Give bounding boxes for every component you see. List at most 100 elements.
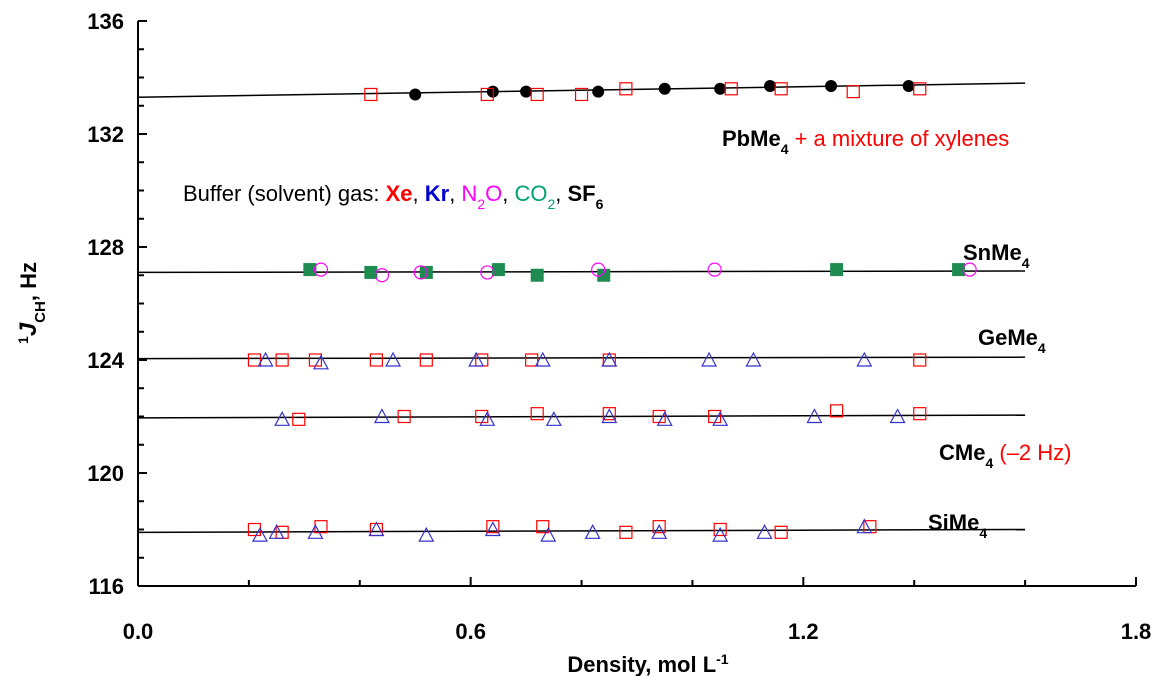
marker-xe-pbme4	[619, 82, 633, 96]
marker-xe-pbme4	[574, 87, 589, 102]
marker-xe-sime4	[536, 520, 550, 534]
marker-kr-cme4	[274, 411, 291, 426]
marker-xe-geme4	[419, 353, 433, 367]
fit-lines	[137, 82, 1026, 534]
marker-xe-sime4	[713, 522, 727, 537]
marker-xe-pbme4	[724, 82, 738, 96]
marker-sf6	[902, 79, 915, 92]
marker-xe-cme4	[292, 412, 306, 426]
marker-xe-pbme4	[774, 82, 788, 96]
marker-co2	[597, 268, 611, 282]
marker-xe-geme4	[247, 353, 262, 367]
marker-kr-sime4	[651, 524, 668, 539]
marker-kr-geme4	[745, 351, 762, 367]
marker-co2	[303, 263, 317, 277]
marker-sf6	[825, 79, 838, 92]
marker-xe-sime4	[774, 525, 788, 539]
marker-kr-geme4	[856, 351, 873, 367]
marker-kr-sime4	[712, 526, 729, 542]
marker-sf6	[658, 82, 671, 95]
x-tick-label: 0.6	[455, 619, 486, 644]
marker-sf6	[520, 85, 533, 98]
marker-xe-pbme4	[480, 87, 494, 102]
marker-xe-sime4	[652, 520, 666, 534]
data-markers	[247, 79, 977, 542]
marker-xe-sime4	[486, 520, 500, 534]
marker-kr-sime4	[418, 526, 435, 542]
marker-sf6	[764, 79, 777, 92]
marker-co2	[364, 265, 378, 279]
fit-line-1	[137, 270, 1026, 274]
y-tick-label: 120	[87, 461, 124, 486]
marker-kr-sime4	[484, 521, 501, 537]
y-tick-label: 136	[87, 9, 124, 34]
x-tick-label: 0.0	[123, 619, 154, 644]
marker-n2o	[374, 268, 390, 283]
fit-line-3	[137, 414, 1026, 419]
fit-line-2	[137, 356, 1026, 360]
marker-kr-geme4	[312, 354, 329, 370]
marker-n2o	[962, 262, 977, 277]
marker-co2	[952, 263, 966, 277]
marker-xe-geme4	[275, 353, 289, 367]
label-geme4: GeMe4	[978, 325, 1046, 356]
marker-xe-cme4	[397, 409, 411, 424]
label-sime4: SiMe4	[928, 510, 987, 541]
buffer-gas-legend: Buffer (solvent) gas: Xe, Kr, N2O, CO2, …	[183, 181, 604, 212]
marker-kr-cme4	[545, 411, 562, 426]
marker-xe-cme4	[829, 404, 844, 418]
marker-xe-pbme4	[364, 87, 378, 102]
marker-kr-geme4	[701, 351, 718, 367]
marker-xe-geme4	[525, 353, 539, 367]
x-tick-label: 1.8	[1121, 619, 1152, 644]
marker-kr-cme4	[889, 408, 906, 424]
label-cme4: CMe4 (–2 Hz)	[939, 440, 1072, 471]
marker-co2	[491, 263, 505, 277]
marker-kr-cme4	[712, 411, 729, 426]
marker-sf6	[714, 82, 727, 95]
marker-kr-geme4	[385, 351, 402, 367]
marker-kr-geme4	[534, 351, 551, 367]
marker-kr-sime4	[856, 518, 873, 534]
axes	[137, 20, 1137, 587]
marker-xe-pbme4	[530, 87, 544, 102]
marker-n2o	[591, 262, 606, 277]
marker-sf6	[592, 85, 605, 98]
marker-kr-sime4	[756, 524, 773, 539]
x-tick-label: 1.2	[788, 619, 819, 644]
marker-co2	[530, 268, 544, 282]
marker-kr-cme4	[601, 408, 618, 424]
marker-kr-sime4	[268, 524, 285, 539]
y-axis-title: 1JCH, Hz	[15, 262, 49, 344]
marker-xe-cme4	[530, 407, 544, 421]
label-pbme4: PbMe4 + a mixture of xylenes	[722, 126, 1009, 157]
marker-kr-cme4	[806, 408, 823, 424]
marker-kr-sime4	[540, 526, 557, 542]
marker-n2o	[707, 262, 722, 277]
marker-xe-pbme4	[846, 85, 860, 99]
y-tick-label: 128	[87, 235, 124, 260]
marker-xe-geme4	[308, 353, 323, 367]
fit-line-0	[137, 82, 1026, 99]
marker-xe-geme4	[913, 353, 927, 367]
marker-co2	[830, 263, 844, 277]
marker-xe-geme4	[369, 353, 384, 367]
marker-kr-cme4	[656, 411, 673, 426]
marker-xe-cme4	[602, 407, 616, 421]
marker-kr-geme4	[601, 351, 618, 367]
marker-kr-geme4	[468, 351, 485, 367]
marker-n2o	[413, 265, 428, 280]
marker-n2o	[313, 262, 329, 277]
marker-xe-sime4	[619, 525, 633, 539]
marker-kr-cme4	[373, 408, 390, 424]
marker-sf6	[409, 88, 422, 101]
x-axis-title: Density, mol L-1	[567, 651, 728, 676]
marker-xe-pbme4	[913, 82, 927, 96]
marker-xe-cme4	[913, 407, 927, 421]
marker-kr-sime4	[251, 526, 268, 542]
y-tick-label: 124	[87, 348, 124, 373]
chart-text: 116 120 124 128 132 136 0.0 0.6 1.2 1.8 Density, m…	[15, 9, 1151, 676]
marker-kr-cme4	[479, 411, 496, 426]
y-tick-label: 132	[87, 122, 124, 147]
